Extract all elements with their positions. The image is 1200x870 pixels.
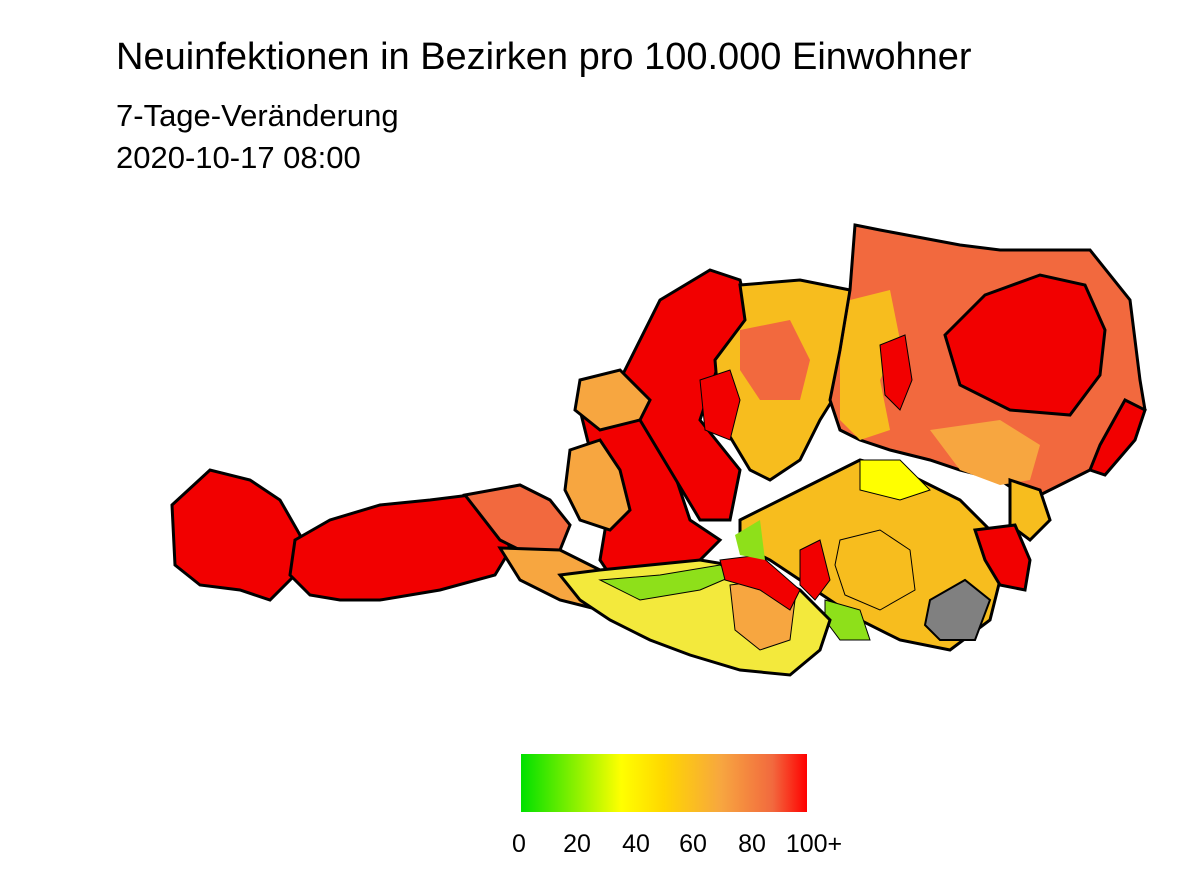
district-region-tirol-west [288,493,512,602]
color-scale-bar [521,754,807,812]
district-region-vienna [943,273,1107,417]
district-region-upper-austria-hotspot [699,369,741,441]
color-scale-tick-40: 40 [622,830,650,858]
district-region-tirol-east [462,483,572,552]
map-subtitle: 7-Tage-Veränderung [116,98,399,133]
color-scale-tick-100: 100+ [785,830,843,858]
district-region-styria-north [859,459,931,501]
map-title: Neuinfektionen in Bezirken pro 100.000 E… [116,36,972,78]
district-region-styria-hotspot [799,539,831,601]
color-scale-tick-80: 80 [738,830,766,858]
district-region-burgenland [1008,477,1052,542]
district-region-lower-austria-west [840,290,900,440]
district-region-salzburg-green [735,520,765,560]
district-region-styria-center [834,529,916,611]
district-region-lower-austria-hotspot [879,334,913,411]
district-region-burgenland-south [972,523,1032,592]
district-region-salzburg-north [563,438,632,532]
district-region-upper-austria-west-2 [573,368,652,432]
color-scale-tick-0: 0 [512,830,526,858]
color-scale-tick-20: 20 [563,830,591,858]
district-region-upper-austria-center [740,320,810,400]
color-scale-tick-60: 60 [679,830,707,858]
map-timestamp: 2020-10-17 08:00 [116,140,361,175]
district-region-lower-austria-south [930,420,1040,485]
district-region-vienna-east [1088,398,1147,477]
district-region-vorarlberg [170,468,302,602]
district-region-styria-grey [923,578,992,641]
